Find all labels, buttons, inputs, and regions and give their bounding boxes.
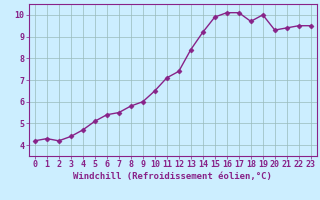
X-axis label: Windchill (Refroidissement éolien,°C): Windchill (Refroidissement éolien,°C) xyxy=(73,172,272,181)
